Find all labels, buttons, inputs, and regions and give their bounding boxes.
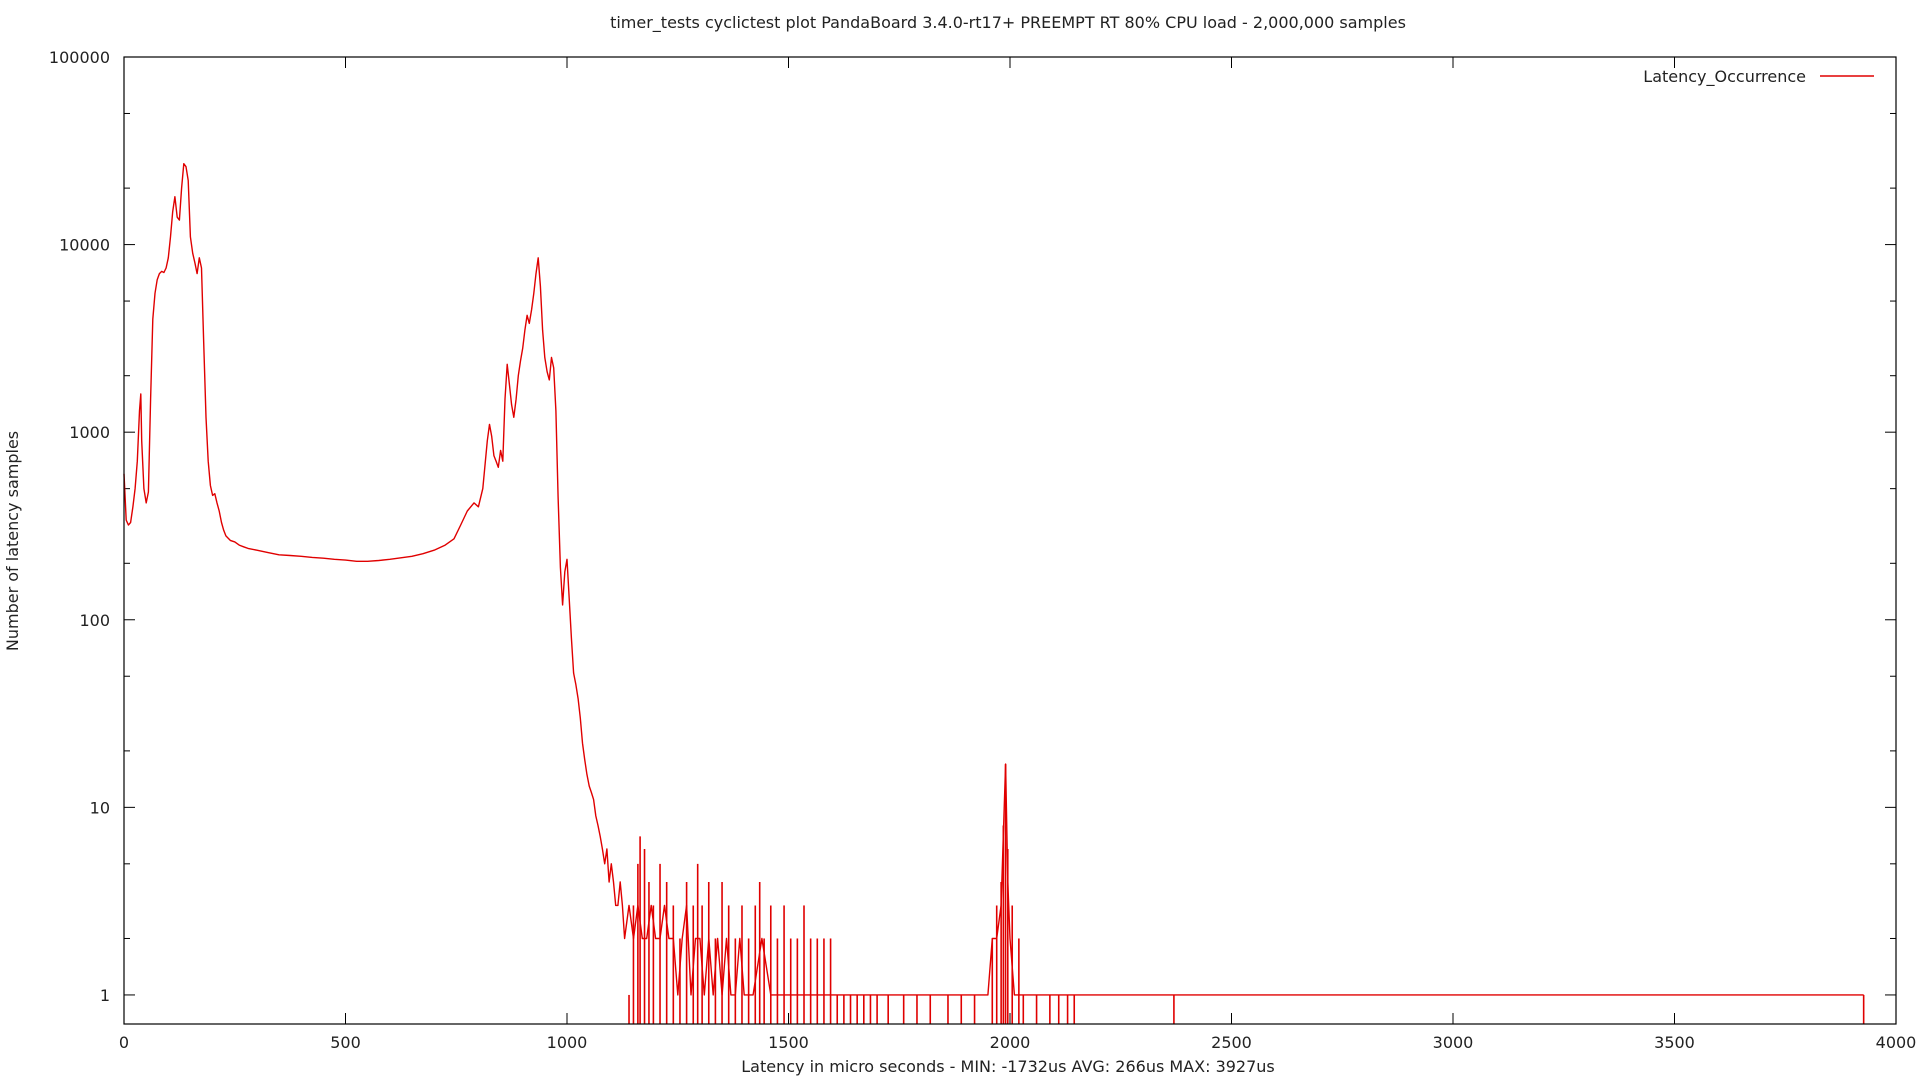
y-axis-label: Number of latency samples <box>3 431 22 651</box>
x-tick-label: 500 <box>330 1033 361 1052</box>
y-tick-label: 100000 <box>49 48 110 67</box>
x-tick-label: 2500 <box>1211 1033 1252 1052</box>
legend: Latency_Occurrence <box>1643 67 1874 87</box>
y-tick-label: 100 <box>79 611 110 630</box>
chart-title: timer_tests cyclictest plot PandaBoard 3… <box>610 13 1406 33</box>
x-tick-label: 2000 <box>990 1033 1031 1052</box>
x-axis-label: Latency in micro seconds - MIN: -1732us … <box>741 1057 1275 1076</box>
series-line <box>123 162 1864 996</box>
series-layer <box>123 162 1865 1024</box>
plot-frame <box>123 56 1897 1025</box>
legend-label: Latency_Occurrence <box>1643 67 1806 87</box>
y-tick-label: 1000 <box>69 423 110 442</box>
y-tick-label: 10000 <box>59 236 110 255</box>
y-tick-label: 10 <box>90 798 110 817</box>
x-tick-label: 1000 <box>547 1033 588 1052</box>
axis-ticks: 0 500 1000 1500 2000 2500 3000 3500 4000 1 10 100 10… <box>49 48 1916 1052</box>
y-tick-label: 1 <box>100 986 110 1005</box>
x-tick-label: 3000 <box>1433 1033 1474 1052</box>
x-tick-label: 3500 <box>1654 1033 1695 1052</box>
x-tick-label: 1500 <box>768 1033 809 1052</box>
x-tick-label: 4000 <box>1876 1033 1917 1052</box>
x-tick-label: 0 <box>119 1033 129 1052</box>
